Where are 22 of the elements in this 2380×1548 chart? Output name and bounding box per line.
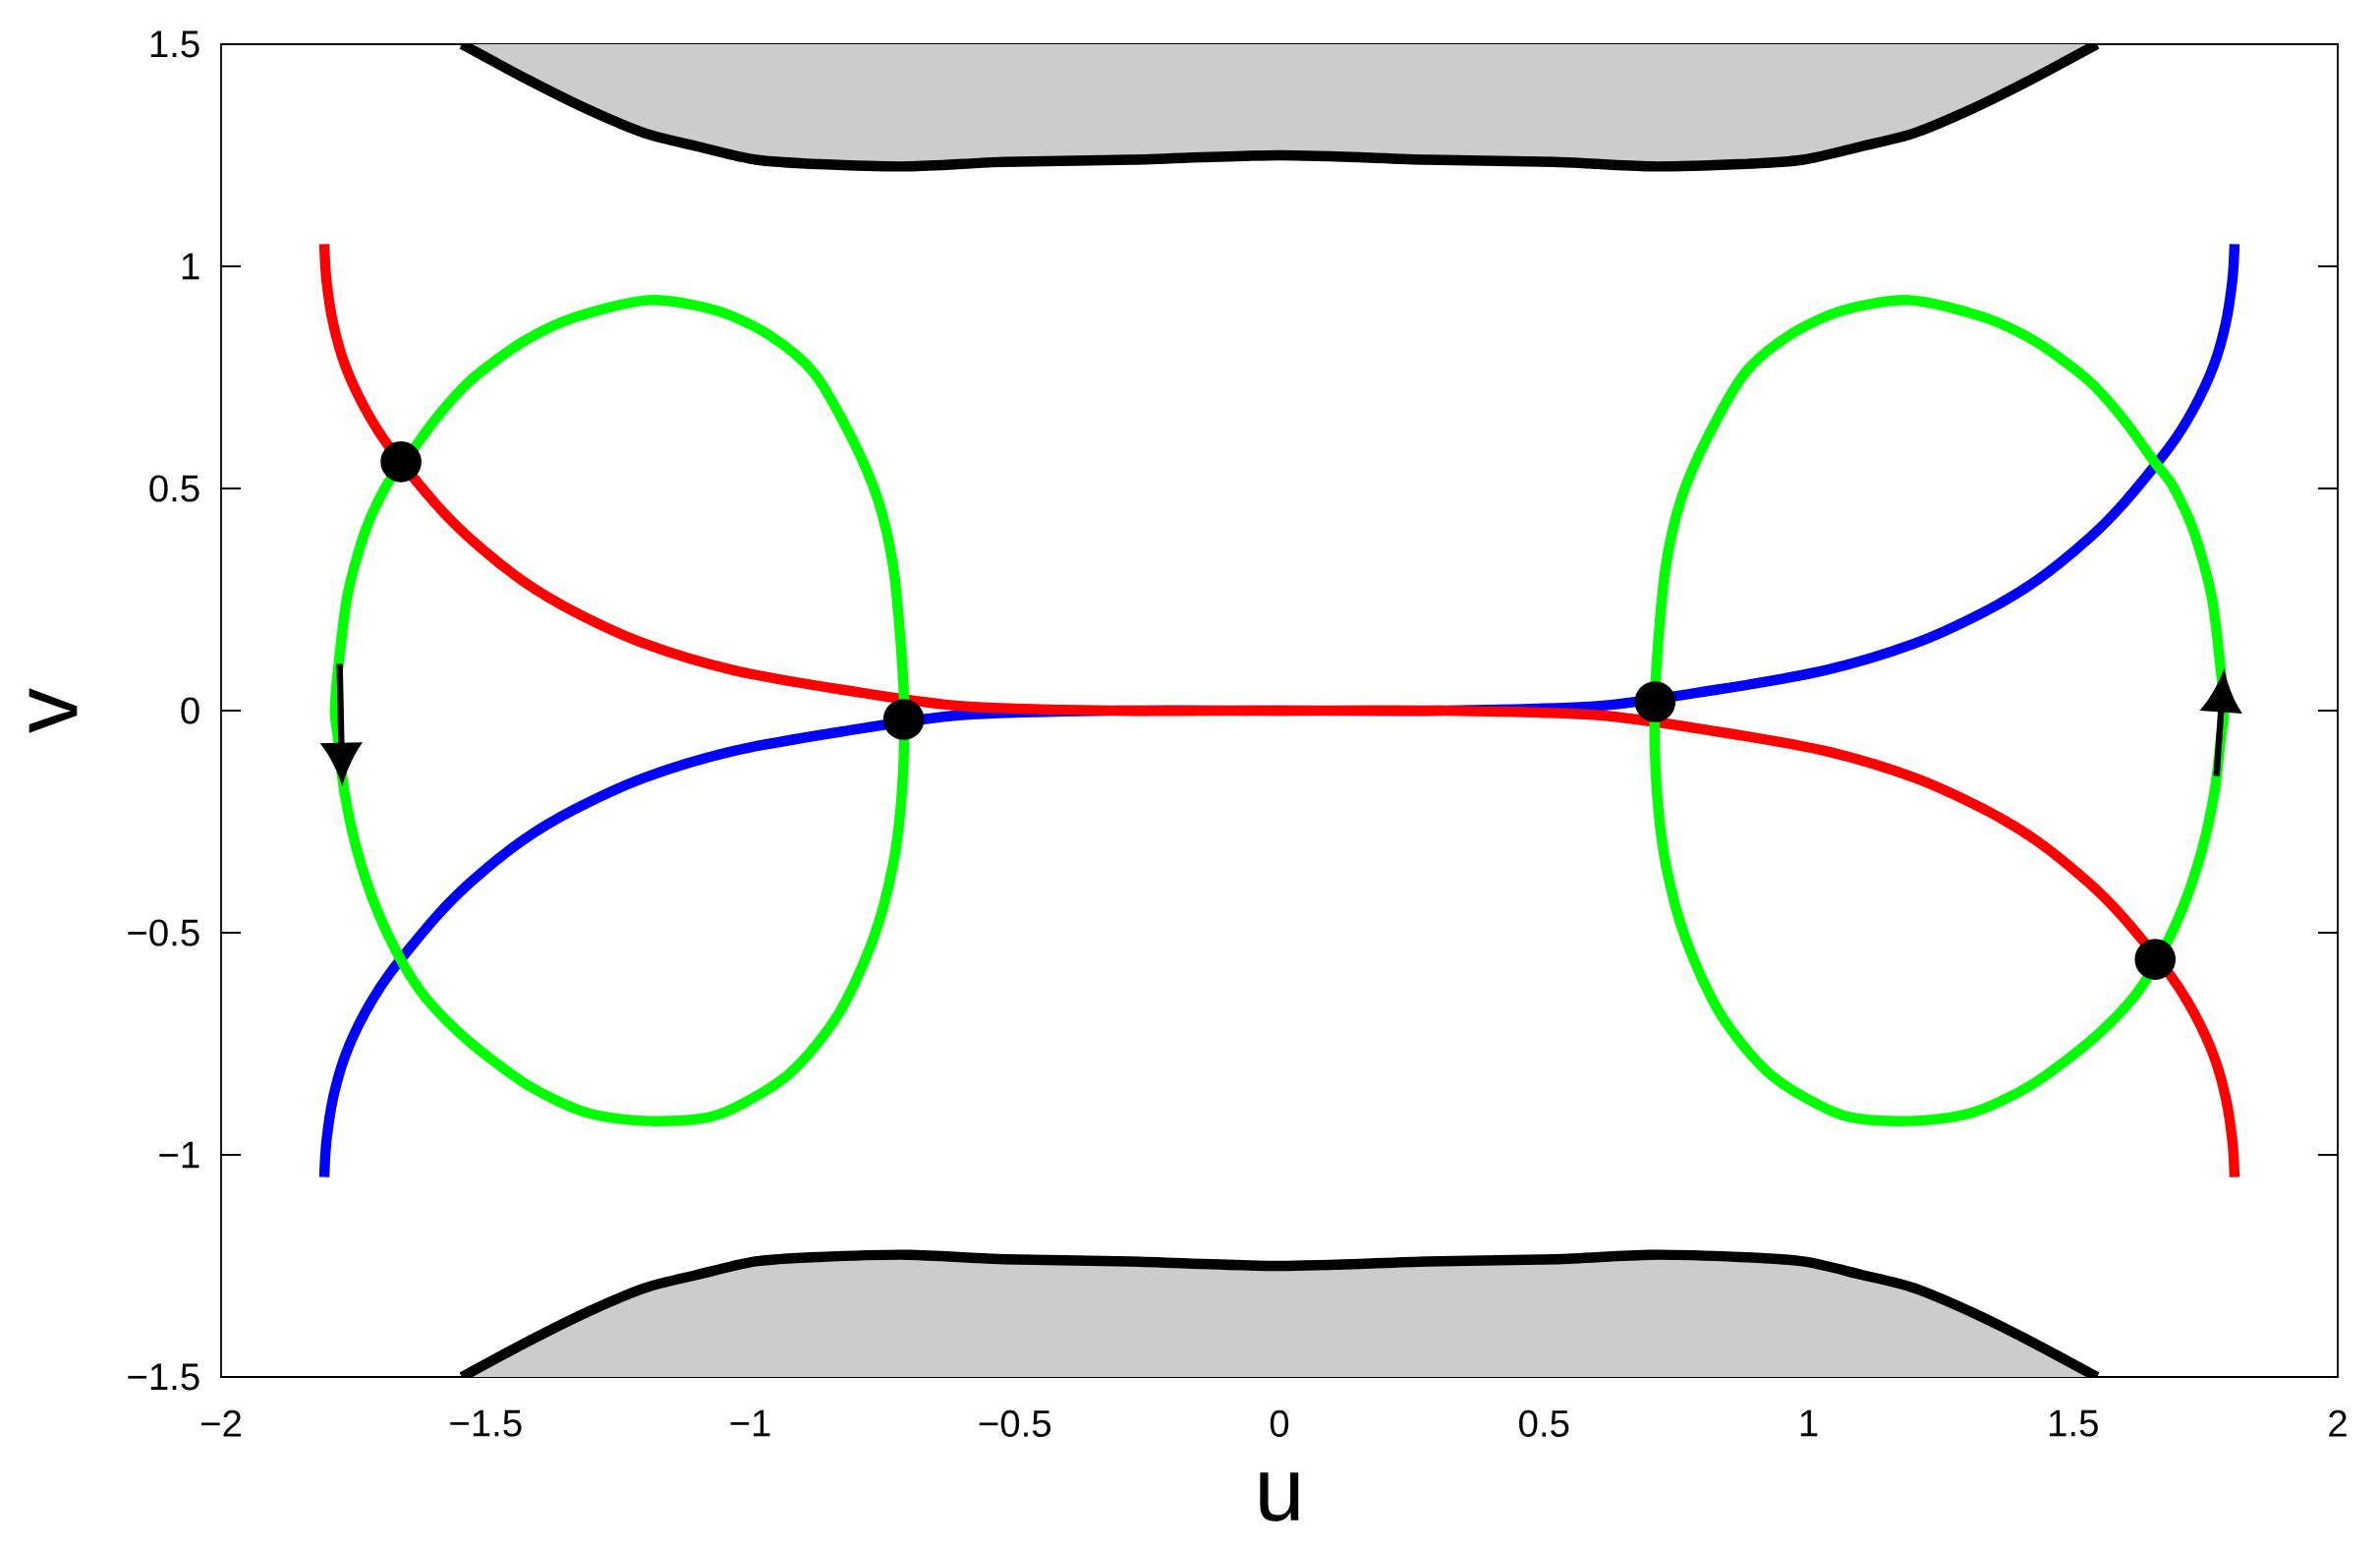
x-tick-label: 0 (1270, 1409, 1289, 1437)
point (380, 441, 422, 483)
y-tick-label: −0.5 (128, 919, 199, 946)
y-tick-label: 1.5 (150, 30, 199, 58)
x-tick-label: 1 (1800, 1409, 1818, 1437)
y-tick-label: 0.5 (149, 475, 199, 502)
x-tick-label: −1.5 (450, 1409, 522, 1437)
point (882, 699, 925, 740)
x-tick-label: 1.5 (2050, 1409, 2098, 1437)
x-tick-label: 2 (2329, 1409, 2347, 1437)
y-tick-label: −1 (159, 1141, 199, 1169)
x-tick-label: −2 (201, 1409, 241, 1437)
y-tick-label: 0 (181, 697, 199, 724)
x-tick-label: 0.5 (1519, 1409, 1569, 1437)
x-tick-label: −1 (730, 1409, 770, 1437)
y-tick-label: −1.5 (128, 1363, 199, 1391)
x-axis-title: u (1260, 1472, 1299, 1521)
point (1634, 681, 1676, 722)
point (2134, 939, 2176, 980)
y-tick-label: 1 (182, 253, 199, 280)
x-tick-label: −0.5 (979, 1409, 1051, 1437)
y-axis-title: v (28, 688, 78, 733)
